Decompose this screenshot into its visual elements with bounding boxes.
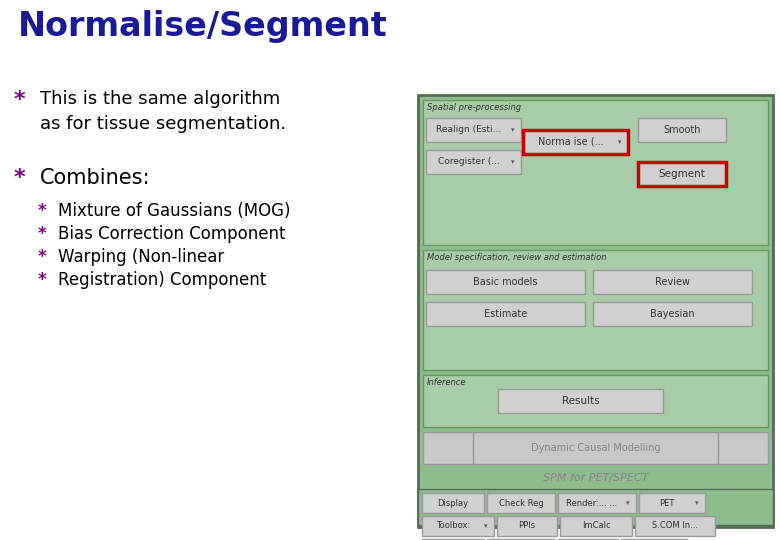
Bar [638,118,726,142]
Bar [593,270,752,294]
Bar [523,130,628,154]
Bar [418,95,773,527]
Text: Normalise/Segment: Normalise/Segment [18,10,388,43]
Text: ▾: ▾ [695,500,699,506]
Text: ▾: ▾ [484,523,488,529]
Text: ▾: ▾ [619,139,622,145]
Text: ▾: ▾ [626,500,629,506]
Text: ▾: ▾ [511,127,515,133]
Text: Copyright (c) 1991,1994-2011: Copyright (c) 1991,1994-2011 [542,523,649,530]
Text: This is the same algorithm: This is the same algorithm [40,90,280,108]
Bar [487,493,555,513]
Text: Combines:: Combines: [40,168,151,188]
Text: Smooth: Smooth [663,125,700,135]
Text: SPM for PET/SPECT: SPM for PET/SPECT [543,473,648,483]
Text: Toolbox:: Toolbox: [436,522,470,530]
Text: Bayesian: Bayesian [651,309,695,319]
Bar [638,162,726,186]
Text: Bias Correction Component: Bias Correction Component [58,225,285,243]
Bar [422,516,494,536]
Text: PET: PET [659,498,675,508]
Text: Display: Display [438,498,469,508]
Bar [423,432,768,464]
Text: Warping (Non-linear: Warping (Non-linear [58,248,225,266]
Text: Realign (Esti...: Realign (Esti... [436,125,501,134]
Bar [423,100,768,245]
Bar [593,302,752,326]
Text: Estimate: Estimate [484,309,527,319]
Text: Coregister (...: Coregister (... [438,158,499,166]
Bar [426,302,585,326]
Text: ▾: ▾ [511,159,515,165]
Text: *: * [38,271,47,289]
Text: Dynamic Causal Modelling: Dynamic Causal Modelling [530,443,660,453]
Text: Review: Review [655,277,690,287]
Bar [426,270,585,294]
Bar [422,493,484,513]
Text: S.COM In...: S.COM In... [652,522,698,530]
Text: Segment: Segment [658,169,705,179]
Bar [621,539,687,540]
Bar [558,493,636,513]
Bar [426,118,521,142]
Bar [418,489,773,525]
Bar [423,375,768,427]
Bar [498,389,663,413]
Text: *: * [38,248,47,266]
Text: PPIs: PPIs [519,522,536,530]
Text: Check Reg: Check Reg [498,498,544,508]
Text: *: * [38,225,47,243]
Bar [426,150,521,174]
Text: *: * [14,90,26,110]
Bar [487,539,555,540]
Text: *: * [14,168,26,188]
Text: Registration) Component: Registration) Component [58,271,266,289]
Text: *: * [38,202,47,220]
Bar [422,539,484,540]
Text: Model specification, review and estimation: Model specification, review and estimati… [427,253,607,262]
Text: Inference: Inference [427,378,466,387]
Text: Basic models: Basic models [473,277,537,287]
Text: as for tissue segmentation.: as for tissue segmentation. [40,115,286,133]
Bar [423,250,768,370]
Text: Spatial pre-processing: Spatial pre-processing [427,103,521,112]
Bar [635,516,715,536]
Bar [497,516,557,536]
Text: ImCalc: ImCalc [582,522,610,530]
Bar [639,493,705,513]
Text: Results: Results [562,396,599,406]
Bar [560,516,632,536]
Text: Mixture of Gaussians (MOG): Mixture of Gaussians (MOG) [58,202,290,220]
Text: Render:... ...: Render:... ... [566,498,618,508]
Bar [558,539,618,540]
Text: Norma ise (...: Norma ise (... [537,137,603,147]
